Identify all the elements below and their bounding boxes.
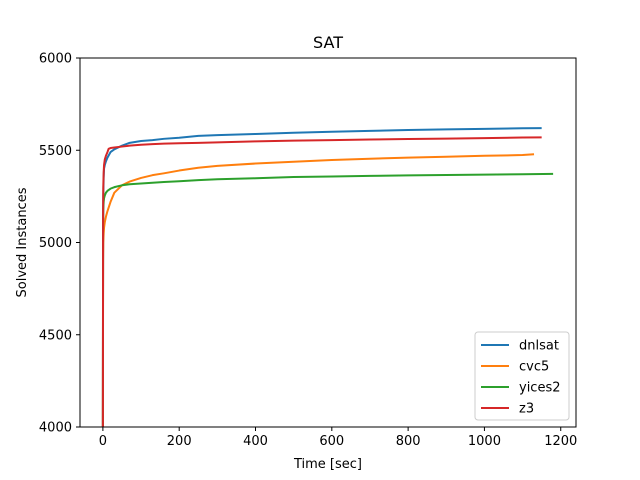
x-tick-label: 0 — [99, 434, 107, 449]
legend-label-cvc5: cvc5 — [519, 360, 549, 375]
y-tick-label: 4500 — [39, 328, 72, 343]
legend-label-dnlsat: dnlsat — [519, 339, 559, 354]
chart-title: SAT — [313, 33, 343, 52]
x-axis: 0 200 400 600 800 1000 1200 — [99, 427, 577, 449]
x-tick-label: 1000 — [468, 434, 501, 449]
y-tick-label: 6000 — [39, 52, 72, 67]
x-tick-label: 200 — [167, 434, 192, 449]
y-axis: 4000 4500 5000 5500 6000 — [39, 52, 80, 436]
y-tick-label: 5000 — [39, 236, 72, 251]
y-axis-label: Solved Instances — [15, 187, 30, 297]
legend-label-yices2: yices2 — [519, 381, 561, 396]
legend: dnlsat cvc5 yices2 z3 — [474, 331, 570, 421]
series-layer — [101, 127, 554, 427]
x-tick-label: 1200 — [544, 434, 577, 449]
legend-box — [474, 331, 570, 421]
x-tick-label: 400 — [243, 434, 268, 449]
x-axis-label: Time [sec] — [293, 457, 362, 472]
x-tick-label: 600 — [319, 434, 344, 449]
y-tick-label: 5500 — [39, 144, 72, 159]
series-line-yices2 — [101, 172, 554, 427]
series-line-z3 — [101, 136, 542, 427]
y-tick-label: 4000 — [39, 421, 72, 436]
legend-label-z3: z3 — [519, 402, 534, 417]
series-line-cvc5 — [101, 153, 535, 427]
x-tick-label: 800 — [396, 434, 421, 449]
